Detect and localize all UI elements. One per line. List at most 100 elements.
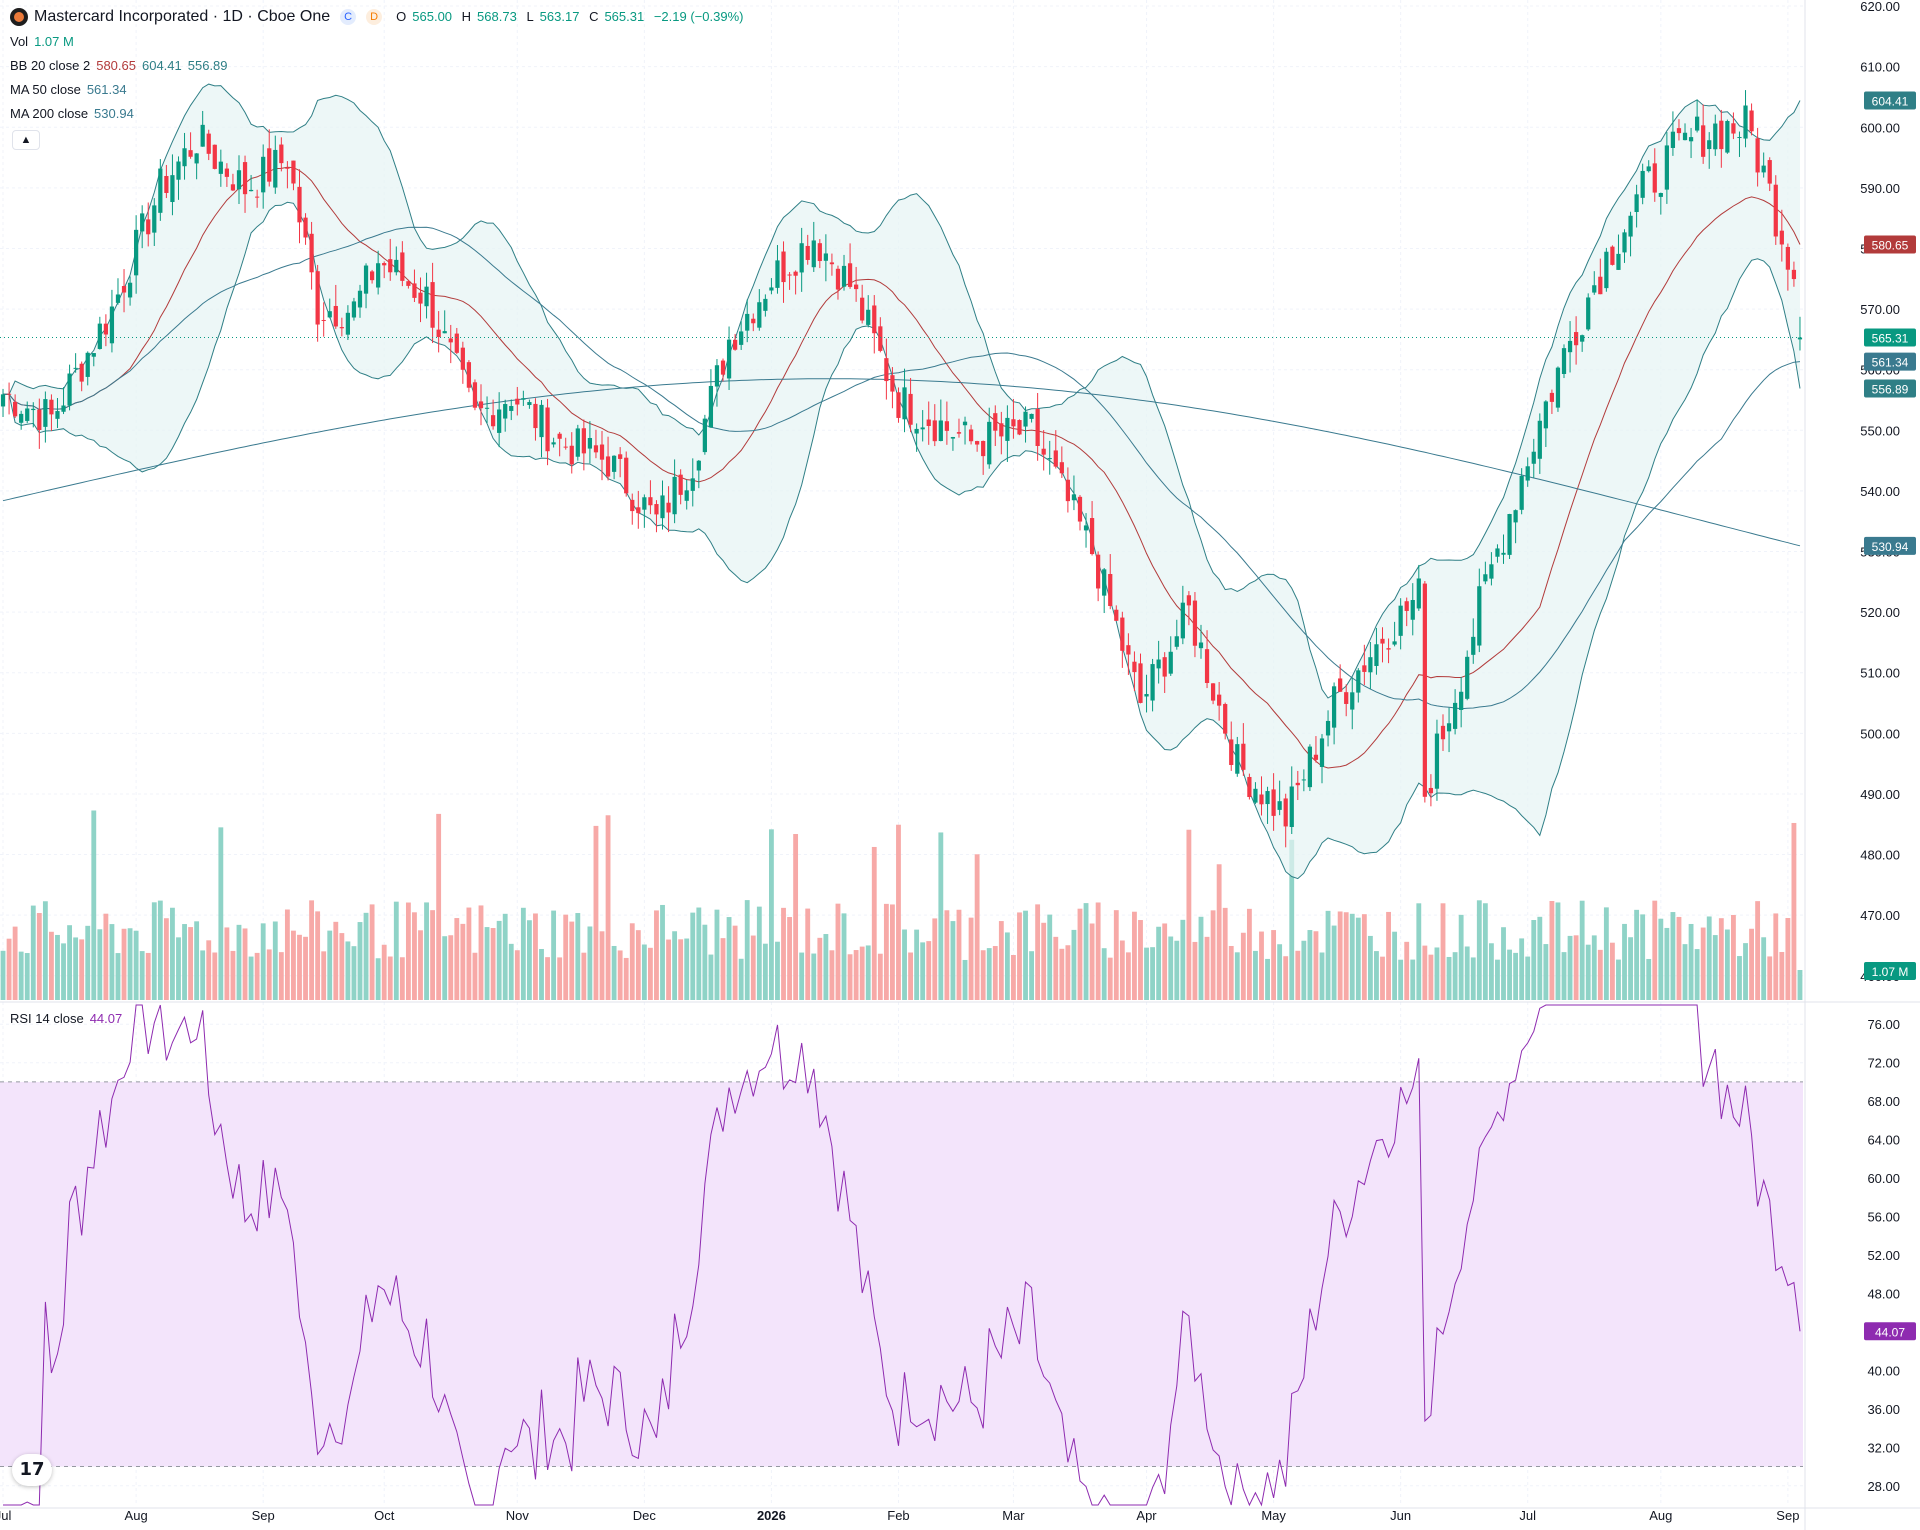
candle-body: [605, 456, 611, 477]
volume-bar: [206, 940, 212, 1000]
candle-body: [43, 399, 48, 427]
candle-body: [206, 133, 211, 154]
ma200-line: [2, 378, 1801, 547]
volume-bar: [1331, 925, 1337, 1000]
volume-bar: [127, 928, 133, 1000]
candle-body: [636, 507, 641, 514]
candle-body: [1386, 648, 1391, 650]
volume-bar: [1706, 916, 1712, 1000]
volume-bar: [1531, 919, 1537, 1000]
volume-bar: [1113, 910, 1119, 1000]
volume-bar: [387, 956, 393, 1000]
candle-body: [763, 298, 768, 311]
volume-bar: [1501, 927, 1506, 1000]
volume-bar: [363, 912, 369, 1000]
volume-bar: [1240, 932, 1246, 1000]
ma50-line: [2, 226, 1801, 710]
volume-bar: [732, 925, 738, 1000]
candle-body: [654, 504, 659, 515]
volume-bar: [12, 926, 18, 1000]
volume-bar: [1029, 951, 1035, 1000]
volume-bar: [714, 909, 720, 1000]
candle-body: [1422, 583, 1427, 797]
volume-bar: [1053, 936, 1059, 1000]
volume-bar: [1731, 914, 1736, 1000]
candle-body: [1144, 694, 1149, 697]
volume-bar: [1301, 940, 1307, 1000]
candle-body: [684, 490, 689, 501]
collapse-legend-button[interactable]: ▲: [12, 130, 40, 150]
candle-body: [418, 292, 423, 304]
volume-bar: [260, 923, 266, 1000]
candle-body: [1325, 720, 1331, 736]
volume-bar: [623, 957, 629, 1000]
candle-body: [618, 454, 623, 459]
candle-body: [799, 243, 804, 273]
change-value: −2.19 (−0.39%): [653, 9, 744, 24]
candle-body: [872, 305, 877, 334]
candle-body: [1301, 779, 1306, 781]
ma200-legend[interactable]: MA 200 close 530.94: [10, 106, 134, 121]
candle-body: [454, 333, 459, 353]
candle-body: [37, 409, 42, 431]
volume-bar: [1101, 948, 1107, 1000]
volume-legend[interactable]: Vol 1.07 M: [10, 34, 74, 49]
candle-body: [1126, 645, 1131, 655]
candle-body: [345, 312, 351, 335]
candle-body: [521, 398, 526, 400]
volume-bar: [569, 921, 575, 1000]
candle-body: [73, 367, 78, 369]
bb-legend[interactable]: BB 20 close 2 580.65 604.41 556.89: [10, 58, 228, 73]
rsi-tick-label: 40.00: [1867, 1363, 1900, 1378]
ma50-legend[interactable]: MA 50 close 561.34: [10, 82, 127, 97]
candle-body: [1465, 656, 1470, 699]
price-axis-label-text: 580.65: [1872, 239, 1909, 253]
volume-bar: [1307, 930, 1313, 1000]
volume-bar: [829, 950, 835, 1000]
volume-bar: [61, 943, 66, 1000]
candle-body: [1731, 123, 1736, 134]
volume-bar: [672, 931, 678, 1000]
volume-bar: [1216, 864, 1222, 1000]
rsi-tick-label: 76.00: [1867, 1017, 1900, 1032]
volume-bar: [18, 951, 24, 1000]
volume-bar: [1041, 922, 1047, 1000]
volume-bar: [775, 941, 780, 1000]
candle-body: [1561, 348, 1567, 374]
candle-body: [811, 240, 816, 268]
candle-body: [539, 404, 544, 438]
candle-body: [1785, 246, 1790, 270]
candle-body: [1701, 125, 1706, 157]
candle-body: [1761, 165, 1766, 173]
price-axis-label-text: 565.31: [1872, 332, 1909, 346]
volume-bar: [605, 815, 611, 1000]
volume-bar: [133, 930, 139, 1000]
volume-legend-value: 1.07 M: [34, 34, 74, 49]
candle-body: [1380, 638, 1385, 644]
price-axis-label: [1864, 379, 1916, 398]
volume-bar: [1138, 920, 1143, 1000]
candle-body: [751, 318, 756, 324]
volume-bar: [756, 906, 762, 1000]
price-tick-label: 620.00: [1860, 0, 1900, 14]
tradingview-logo-icon[interactable]: 17: [12, 1454, 52, 1486]
volume-bar: [1313, 931, 1319, 1000]
rsi-legend[interactable]: RSI 14 close 44.07: [10, 1011, 123, 1026]
volume-bar: [321, 951, 327, 1000]
candle-body: [914, 428, 919, 434]
volume-bar: [1495, 959, 1500, 1000]
volume-bar: [817, 937, 823, 1000]
volume-bar: [490, 928, 496, 1000]
candle-body: [1483, 574, 1488, 582]
rsi-axis-label-text: 44.07: [1875, 1325, 1905, 1339]
volume-bar: [581, 952, 587, 1000]
volume-bar: [641, 944, 647, 1000]
volume-bar: [24, 953, 30, 1000]
candle-body: [993, 413, 998, 431]
volume-bar: [1355, 917, 1361, 1000]
candle-body: [327, 311, 332, 318]
symbol-title[interactable]: Mastercard Incorporated · 1D · Cboe One: [34, 8, 331, 25]
volume-bar: [1259, 931, 1264, 1000]
candle-body: [218, 161, 223, 174]
